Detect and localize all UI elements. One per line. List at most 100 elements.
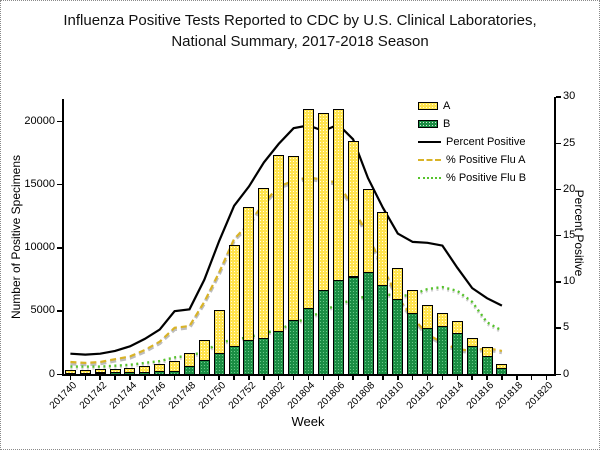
bar-a-201813 bbox=[436, 313, 448, 328]
left-axis-tick bbox=[57, 120, 62, 122]
x-tick-label-201742: 201742 bbox=[77, 380, 109, 412]
bar-b-201749 bbox=[198, 360, 210, 375]
x-axis-tick bbox=[99, 375, 101, 380]
x-axis-tick bbox=[367, 375, 369, 380]
x-axis-tick bbox=[441, 375, 444, 380]
bar-b-201813 bbox=[436, 326, 448, 375]
x-tick-label-201750: 201750 bbox=[196, 380, 229, 412]
left-axis-tick-label: 0 bbox=[48, 367, 55, 380]
bar-a-201815 bbox=[466, 338, 478, 348]
legend-swatch-dotted-line bbox=[418, 177, 441, 179]
bar-a-201747 bbox=[169, 361, 181, 372]
x-axis-tick bbox=[233, 375, 235, 380]
x-axis-tick bbox=[530, 375, 533, 380]
legend-item-0: A bbox=[418, 97, 526, 115]
left-axis-tick bbox=[57, 373, 62, 375]
right-axis-tick-label: 0 bbox=[563, 367, 570, 380]
x-tick-label-201802: 201802 bbox=[256, 380, 288, 412]
legend-item-3: % Positive Flu A bbox=[418, 151, 526, 169]
x-tick-label-201744: 201744 bbox=[107, 380, 139, 412]
right-axis-tick-label: 30 bbox=[563, 90, 576, 103]
x-tick-label-201804: 201804 bbox=[285, 380, 318, 412]
x-axis-tick bbox=[322, 375, 325, 380]
x-axis-tick bbox=[173, 375, 176, 380]
bar-b-201811 bbox=[407, 313, 419, 375]
x-axis-tick bbox=[382, 375, 384, 380]
x-axis-tick bbox=[84, 375, 87, 380]
x-tick-label-201806: 201806 bbox=[315, 380, 348, 412]
x-tick-label-201814: 201814 bbox=[434, 380, 467, 412]
left-axis-tick bbox=[57, 183, 62, 186]
legend-item-4: % Positive Flu B bbox=[418, 169, 526, 187]
bar-a-201812 bbox=[422, 304, 434, 329]
legend-label: % Positive Flu B bbox=[446, 172, 527, 184]
bar-a-201817 bbox=[496, 364, 508, 370]
right-axis-tick-label: 5 bbox=[563, 321, 570, 334]
bar-b-201751 bbox=[228, 346, 240, 375]
chart-title-line2: National Summary, 2017-2018 Season bbox=[171, 33, 429, 50]
x-axis-tick bbox=[144, 375, 146, 380]
right-axis-tick-label: 15 bbox=[563, 228, 576, 241]
bar-b-201748 bbox=[183, 366, 195, 375]
legend-swatch-flu-a bbox=[418, 102, 438, 110]
bar-a-201752 bbox=[243, 207, 255, 342]
legend-swatch-flu-b bbox=[418, 120, 438, 128]
x-tick-label-201740: 201740 bbox=[47, 380, 80, 412]
bar-a-201801 bbox=[258, 187, 270, 339]
x-axis-tick bbox=[352, 375, 354, 380]
left-axis-tick bbox=[57, 310, 62, 312]
x-axis-tick bbox=[203, 375, 206, 380]
bar-a-201748 bbox=[183, 352, 195, 367]
bar-a-201746 bbox=[154, 363, 166, 373]
legend: A B Percent Positive % Positive Flu A % Posi… bbox=[418, 97, 526, 187]
left-axis-tick-label: 20000 bbox=[24, 114, 55, 127]
x-tick-label-201748: 201748 bbox=[166, 380, 199, 412]
left-axis-tick-label: 10000 bbox=[24, 241, 55, 253]
bar-b-201803 bbox=[288, 319, 300, 375]
bar-a-201749 bbox=[198, 339, 210, 361]
x-tick-label-201746: 201746 bbox=[137, 380, 169, 412]
bar-a-201810 bbox=[392, 268, 404, 301]
legend-swatch-dashed-line bbox=[418, 159, 441, 161]
x-axis-tick bbox=[158, 375, 161, 380]
right-axis-tick bbox=[555, 373, 561, 375]
x-tick-label-201752: 201752 bbox=[226, 380, 258, 412]
x-axis-tick bbox=[218, 375, 220, 380]
x-axis-tick bbox=[411, 375, 414, 380]
chart-title: Influenza Positive Tests Reported to CDC… bbox=[1, 10, 599, 52]
right-axis-tick-label: 25 bbox=[563, 136, 576, 149]
bar-a-201744 bbox=[124, 367, 136, 374]
bar-b-201807 bbox=[347, 276, 359, 375]
legend-label: B bbox=[443, 118, 451, 130]
x-axis-tick bbox=[69, 375, 72, 380]
x-axis-tick bbox=[426, 375, 429, 380]
bar-b-201804 bbox=[303, 308, 314, 375]
bar-b-201806 bbox=[332, 280, 344, 375]
x-axis-tick bbox=[545, 375, 548, 380]
right-axis-tick bbox=[555, 327, 561, 329]
right-axis-tick bbox=[555, 96, 561, 98]
right-axis-tick bbox=[555, 188, 561, 191]
bar-a-201803 bbox=[288, 156, 300, 321]
left-axis-line bbox=[62, 99, 64, 376]
bar-b-201802 bbox=[273, 331, 285, 375]
x-tick-label-201810: 201810 bbox=[375, 380, 407, 412]
bar-b-201801 bbox=[258, 337, 270, 375]
bar-b-201808 bbox=[362, 271, 374, 375]
bar-a-201805 bbox=[317, 113, 329, 291]
x-axis-tick bbox=[263, 375, 265, 380]
bar-a-201742 bbox=[94, 369, 106, 374]
x-axis-tick bbox=[501, 375, 503, 380]
bar-b-201812 bbox=[422, 327, 434, 375]
x-axis-tick bbox=[397, 375, 399, 380]
x-axis-tick bbox=[516, 375, 518, 380]
x-axis-tick bbox=[248, 375, 250, 380]
bar-a-201804 bbox=[303, 109, 314, 310]
right-axis-tick bbox=[555, 234, 561, 237]
bar-b-201805 bbox=[317, 290, 329, 375]
bar-a-201743 bbox=[109, 368, 121, 374]
x-axis-tick bbox=[188, 375, 191, 380]
bar-a-201816 bbox=[481, 347, 493, 358]
